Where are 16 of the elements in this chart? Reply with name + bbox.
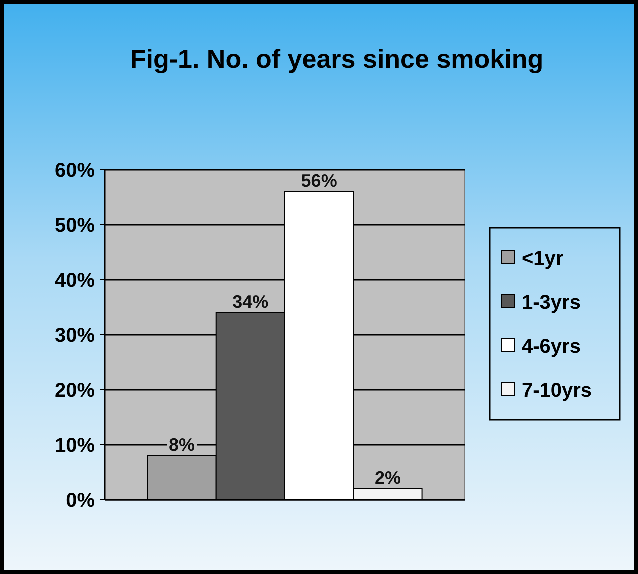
- data-label: 56%: [301, 171, 338, 191]
- legend-label: <1yr: [522, 248, 564, 270]
- y-tick-label: 20%: [54, 380, 96, 402]
- y-tick-label: 30%: [54, 325, 96, 347]
- legend-label: 7-10yrs: [522, 380, 592, 402]
- y-tick-label: 10%: [54, 435, 96, 457]
- y-tick-label: 60%: [54, 160, 96, 182]
- data-label: 34%: [232, 292, 269, 312]
- legend-label: 1-3yrs: [522, 292, 581, 314]
- y-tick-label: 40%: [54, 270, 96, 292]
- legend-label: 4-6yrs: [522, 336, 581, 358]
- data-label: 8%: [169, 435, 196, 455]
- chart-title: Fig-1. No. of years since smoking: [130, 44, 544, 74]
- data-label: 2%: [374, 468, 401, 488]
- y-tick-label: 50%: [54, 215, 96, 237]
- y-tick-label: 0%: [66, 490, 96, 512]
